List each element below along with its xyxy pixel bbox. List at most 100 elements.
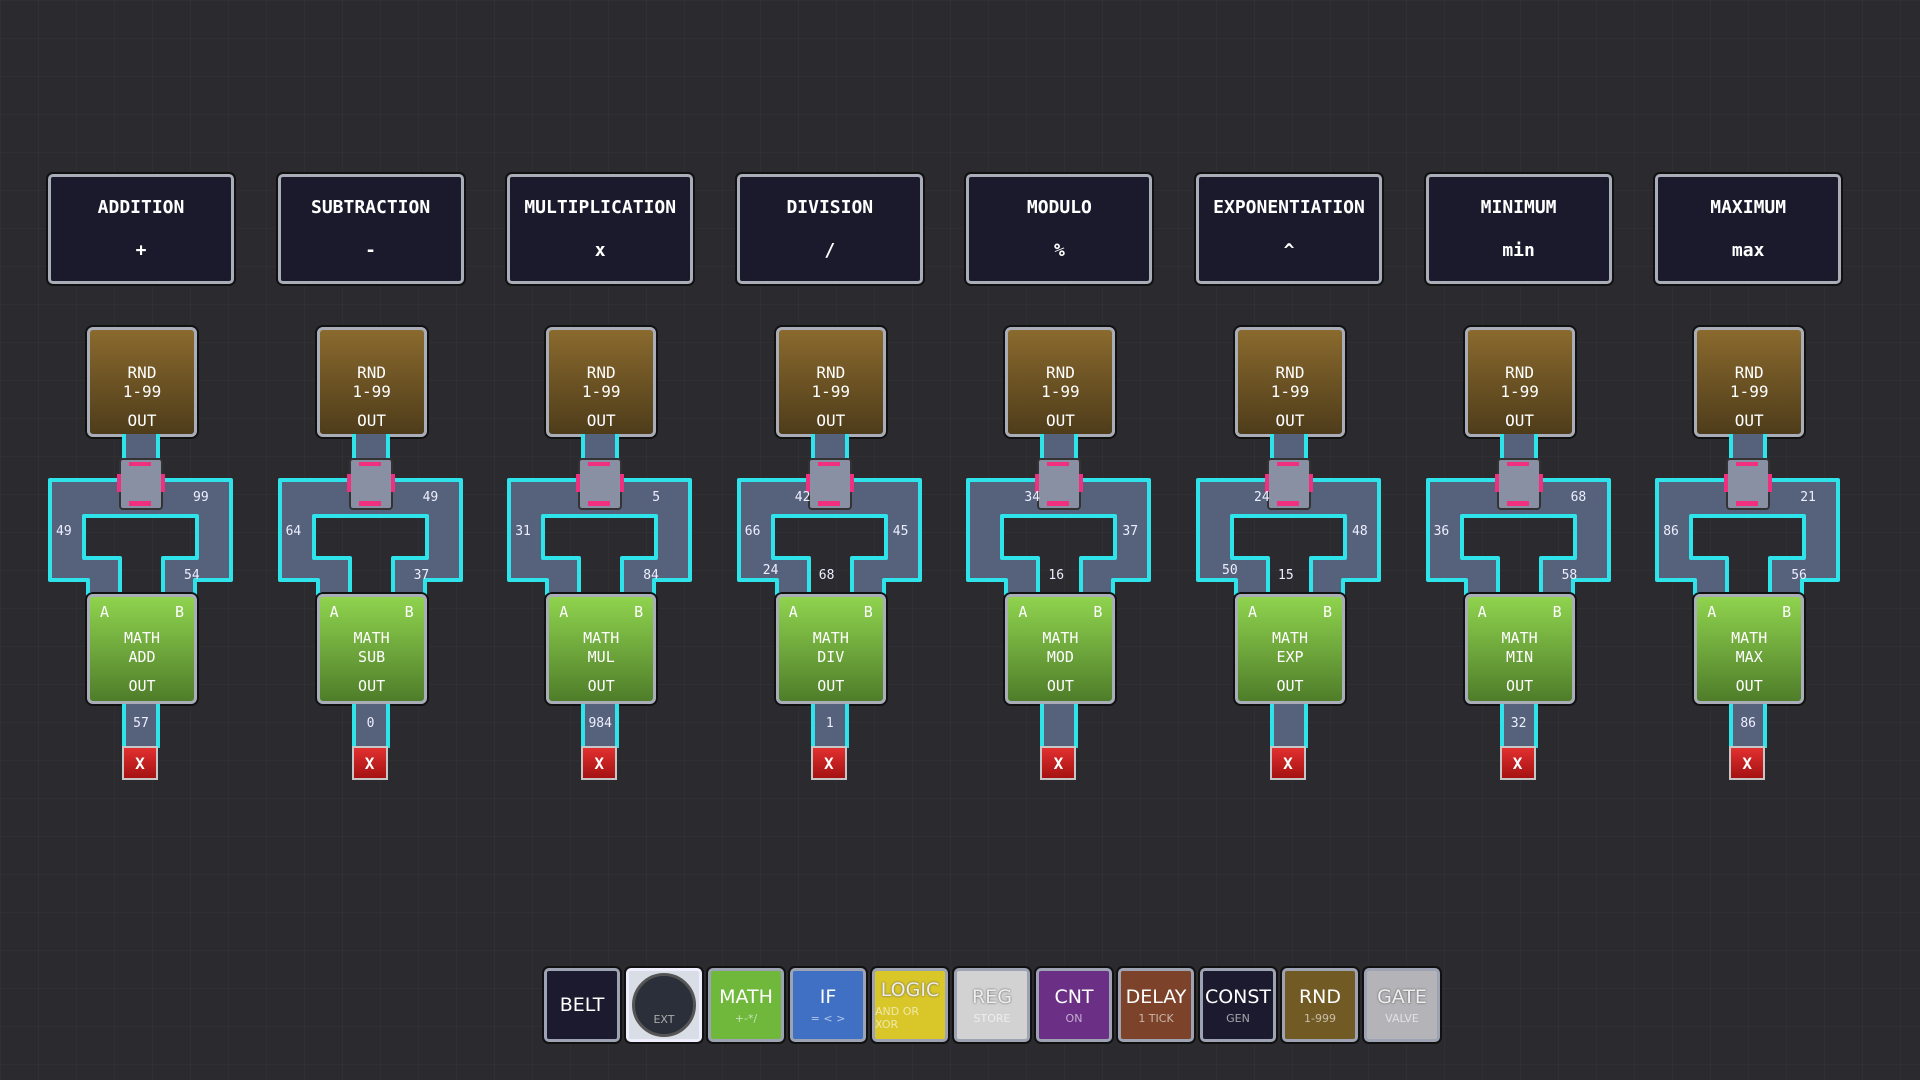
belt-value-label: 54 (184, 568, 200, 583)
toolbar-button-delay[interactable]: DELAY 1 TICK (1118, 968, 1194, 1042)
random-block[interactable]: RND 1-99 OUT (1694, 327, 1805, 437)
input-b-label: B (404, 603, 414, 621)
splitter-icon[interactable] (576, 458, 625, 510)
delete-sink-button[interactable]: X (1499, 746, 1536, 780)
component-toolbar: BELT EXT MATH +-*/ IF = < > LOGIC AND OR XOR REG… (544, 968, 1440, 1042)
splitter-belt-loop[interactable] (966, 478, 1152, 596)
math-block[interactable]: A B MATH ADD OUT (87, 594, 197, 704)
operation-label: EXPONENTIATION ^ (1196, 174, 1382, 284)
splitter-belt-loop[interactable] (1655, 478, 1841, 596)
output-value: 0 (366, 716, 375, 731)
random-block[interactable]: RND 1-99 OUT (546, 327, 657, 437)
math-block[interactable]: A B MATH MIN OUT (1464, 594, 1575, 704)
output-belt[interactable] (1270, 704, 1308, 748)
random-block[interactable]: RND 1-99 OUT (1464, 327, 1575, 437)
toolbar-button-gate[interactable]: GATE VALVE (1364, 968, 1440, 1042)
operation-symbol: ^ (1283, 240, 1295, 261)
splitter-belt-loop[interactable] (507, 478, 693, 596)
operation-label: SUBTRACTION - (277, 174, 464, 284)
toolbar-sublabel: STORE (973, 1011, 1011, 1025)
belt-value-label: 50 (1222, 563, 1238, 578)
toolbar-button-logic[interactable]: LOGIC AND OR XOR (872, 968, 948, 1042)
block-type: RND (1734, 363, 1764, 382)
splitter-icon[interactable] (346, 458, 395, 510)
toolbar-sublabel: GEN (1226, 1011, 1250, 1025)
math-block[interactable]: A B MATH MOD OUT (1005, 594, 1116, 704)
random-block[interactable]: RND 1-99 OUT (1005, 327, 1116, 437)
delete-sink-button[interactable]: X (1729, 746, 1766, 780)
operation-symbol: max (1731, 240, 1765, 261)
circuit-column-mul: MULTIPLICATION x RND 1-99 OUT 5 31 84 A B … (485, 0, 715, 800)
output-belt[interactable] (1040, 704, 1079, 748)
belt-value-label: 31 (515, 524, 531, 539)
toolbar-button-rnd[interactable]: RND 1-999 (1282, 968, 1358, 1042)
splitter-icon[interactable] (1724, 458, 1773, 510)
toolbar-button-if[interactable]: IF = < > (790, 968, 866, 1042)
math-operation: MOD (1046, 648, 1074, 666)
toolbar-button-belt[interactable]: BELT (544, 968, 620, 1042)
output-port-label: OUT (1506, 677, 1534, 695)
belt-value-label: 99 (193, 490, 209, 505)
output-port-label: OUT (128, 677, 156, 695)
output-belt[interactable]: 984 (581, 704, 620, 748)
splitter-icon[interactable] (805, 458, 854, 510)
belt-value-label: 21 (1800, 490, 1816, 505)
output-port-label: OUT (587, 677, 615, 695)
splitter-icon[interactable] (117, 458, 165, 510)
toolbar-button-const[interactable]: CONST GEN (1200, 968, 1276, 1042)
output-port-label: OUT (1045, 411, 1075, 430)
input-a-label: A (100, 603, 110, 621)
output-value: 86 (1740, 716, 1757, 731)
random-block[interactable]: RND 1-99 OUT (775, 327, 886, 437)
delete-sink-button[interactable]: X (810, 746, 847, 780)
delete-sink-button[interactable]: X (581, 746, 618, 780)
math-block[interactable]: A B MATH MAX OUT (1694, 594, 1805, 704)
toolbar-button-ext[interactable]: EXT (626, 968, 702, 1042)
splitter-belt-loop[interactable] (1425, 478, 1611, 596)
splitter-icon[interactable] (1265, 458, 1313, 510)
output-belt[interactable]: 32 (1499, 704, 1538, 748)
output-belt[interactable]: 86 (1729, 704, 1768, 748)
belt-value-label: 48 (1352, 524, 1368, 539)
math-block[interactable]: A B MATH EXP OUT (1235, 594, 1345, 704)
input-a-label: A (788, 603, 798, 621)
delete-sink-button[interactable]: X (122, 746, 158, 780)
output-value: 57 (133, 716, 149, 731)
math-operation: MIN (1506, 648, 1534, 666)
toolbar-label: DELAY (1125, 985, 1187, 1008)
operation-title: EXPONENTIATION (1213, 197, 1365, 218)
toolbar-sublabel: AND OR XOR (875, 1005, 920, 1031)
splitter-icon[interactable] (1494, 458, 1543, 510)
toolbar-sublabel: 1-999 (1304, 1011, 1336, 1025)
toolbar-button-cnt[interactable]: CNT ON (1036, 968, 1112, 1042)
output-belt[interactable]: 57 (122, 704, 160, 748)
random-block[interactable]: RND 1-99 OUT (316, 327, 427, 437)
toolbar-sublabel: = < > (810, 1011, 846, 1025)
splitter-belt-loop[interactable] (48, 478, 233, 596)
operation-symbol: - (365, 240, 377, 261)
toolbar-button-math[interactable]: MATH +-*/ (708, 968, 784, 1042)
delete-sink-button[interactable]: X (1270, 746, 1306, 780)
math-block[interactable]: A B MATH MUL OUT (546, 594, 657, 704)
input-b-label: B (1322, 603, 1332, 621)
math-block[interactable]: A B MATH SUB OUT (316, 594, 427, 704)
delete-sink-button[interactable]: X (1040, 746, 1077, 780)
output-belt[interactable]: 1 (810, 704, 849, 748)
toolbar-sublabel: +-*/ (734, 1011, 758, 1025)
math-block[interactable]: A B MATH DIV OUT (775, 594, 886, 704)
random-block[interactable]: RND 1-99 OUT (1235, 327, 1345, 437)
random-block[interactable]: RND 1-99 OUT (87, 327, 197, 437)
splitter-belt-loop[interactable] (277, 478, 463, 596)
splitter-belt-loop[interactable] (1196, 478, 1381, 596)
toolbar-sublabel: 1 TICK (1138, 1011, 1174, 1025)
splitter-icon[interactable] (1035, 458, 1084, 510)
block-range: 1-99 (122, 382, 162, 401)
operation-title: MAXIMUM (1710, 197, 1787, 218)
toolbar-button-reg[interactable]: REG STORE (954, 968, 1030, 1042)
circuit-column-add: ADDITION + RND 1-99 OUT 99 49 54 A B MATH A… (26, 0, 256, 800)
splitter-belt-loop[interactable] (736, 478, 922, 596)
operation-title: DIVISION (786, 197, 874, 218)
delete-sink-button[interactable]: X (351, 746, 388, 780)
input-a-label: A (1248, 603, 1258, 621)
output-belt[interactable]: 0 (351, 704, 390, 748)
